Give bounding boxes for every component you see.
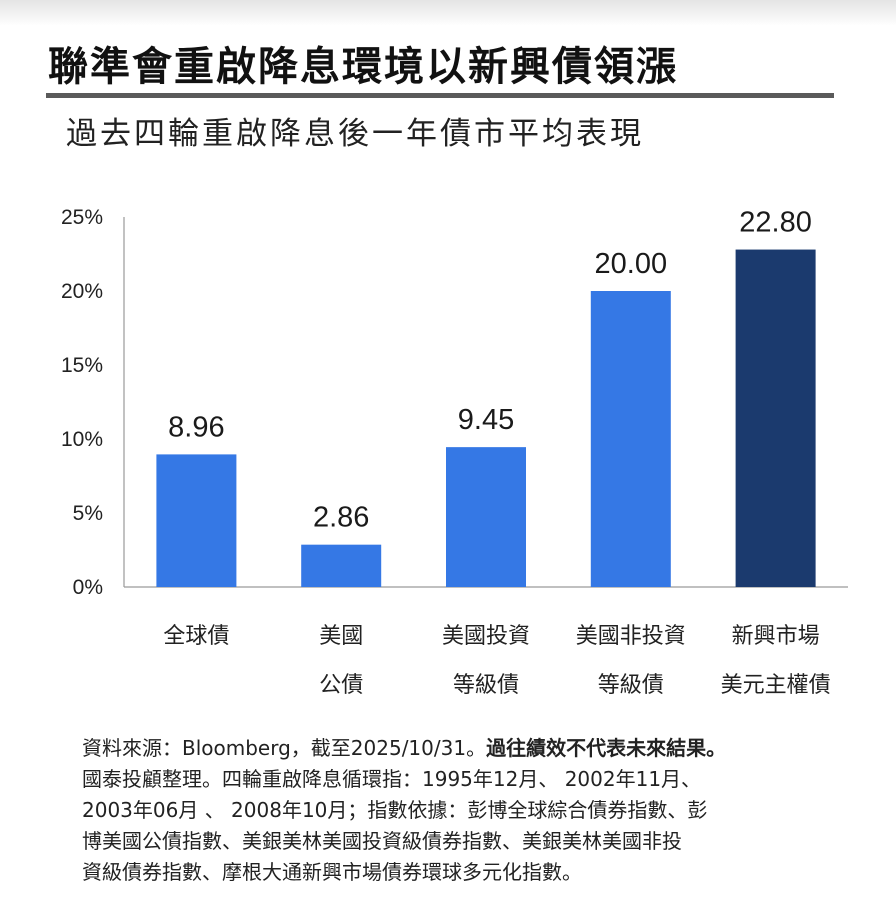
footnote-line-5: 資級債券指數、摩根大通新興市場債券環球多元化指數。 — [82, 860, 582, 884]
y-tick-label: 15% — [61, 354, 103, 377]
footnote-line-1: 資料來源：Bloomberg，截至2025/10/31。過往績效不代表未來結果。 — [82, 733, 882, 764]
x-category-label: 新興市場 — [732, 624, 820, 649]
bar — [590, 291, 671, 587]
footnote: 資料來源：Bloomberg，截至2025/10/31。過往績效不代表未來結果。… — [82, 733, 882, 888]
footnote-period: 。 — [706, 736, 727, 760]
y-tick-label: 10% — [61, 428, 103, 451]
bar-chart: 0% 5% 10% 15% 20% 25% 8.96 全球債 2.86 美國公債 9.45 美國投資等… — [61, 206, 848, 698]
data-label: 8.96 — [168, 411, 224, 443]
x-category-label: 美元主權債 — [721, 673, 831, 698]
y-tick-label: 20% — [61, 280, 103, 303]
data-label: 22.80 — [739, 207, 812, 239]
x-category-label: 等級債 — [453, 673, 519, 698]
title-divider — [46, 93, 834, 98]
x-category-label: 等級債 — [598, 673, 664, 698]
x-category-label: 美國非投資 — [576, 624, 686, 649]
y-tick-label: 5% — [73, 502, 103, 525]
data-label: 9.45 — [458, 404, 514, 436]
x-category-label: 美國投資 — [442, 624, 530, 649]
x-category-label: 全球債 — [163, 624, 229, 649]
data-label: 2.86 — [313, 502, 369, 534]
footnote-source: 資料來源：Bloomberg，截至2025/10/31。 — [82, 736, 487, 760]
bar — [446, 447, 526, 587]
bar — [156, 454, 237, 587]
bar — [301, 544, 382, 587]
top-shadow — [0, 0, 896, 26]
page-subtitle: 過去四輪重啟降息後一年債市平均表現 — [66, 116, 644, 152]
data-label: 20.00 — [595, 248, 668, 280]
x-category-label: 美國 — [319, 624, 363, 649]
x-category-label: 公債 — [319, 673, 363, 698]
page-title: 聯準會重啟降息環境以新興債領漲 — [48, 44, 678, 90]
y-tick-label: 25% — [61, 206, 103, 229]
bar — [735, 249, 816, 587]
footnote-line-4: 博美國公債指數、美銀美林美國投資級債券指數、美銀美林美國非投 — [82, 829, 682, 853]
footnote-line-2: 國泰投顧整理。四輪重啟降息循環指：1995年12月、 2002年11月、 — [82, 767, 702, 791]
footnote-disclaimer: 過往績效不代表未來結果 — [486, 736, 707, 760]
y-tick-label: 0% — [73, 576, 103, 599]
footnote-line-3: 2003年06月 、 2008年10月；指數依據：彭博全球綜合債券指數、彭 — [82, 798, 708, 822]
